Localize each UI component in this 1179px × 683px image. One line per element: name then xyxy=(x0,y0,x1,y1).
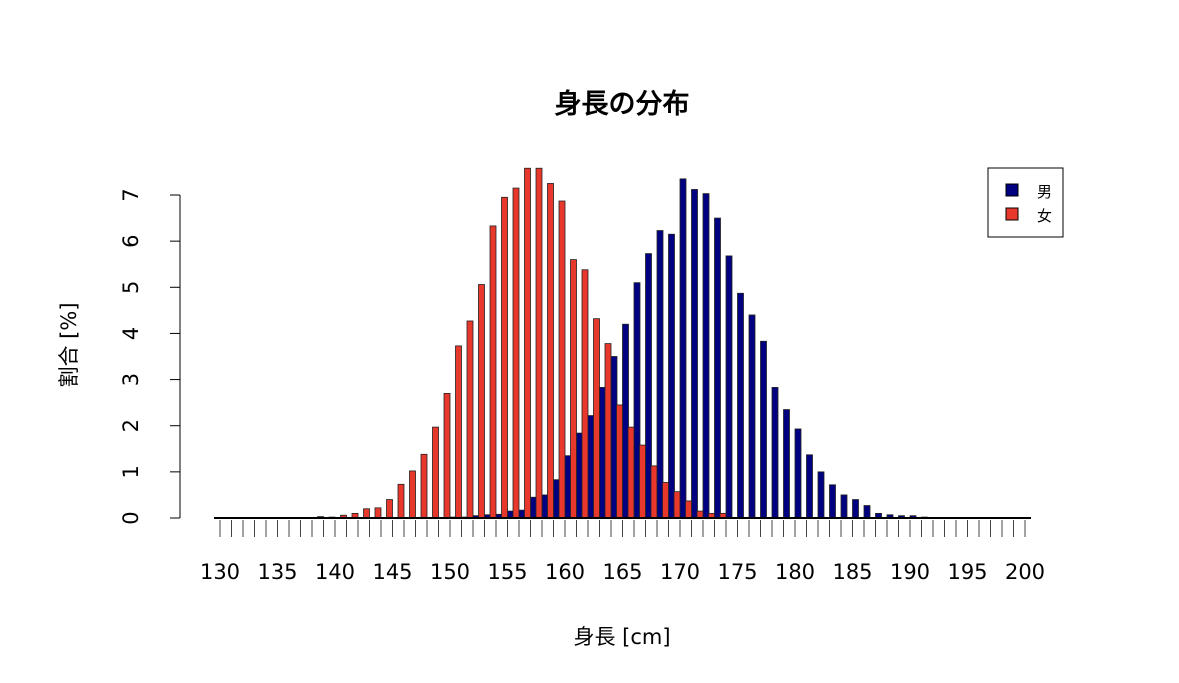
bar-male-156 xyxy=(518,509,526,519)
bar-male-174 xyxy=(725,255,733,519)
bar-female-151 xyxy=(455,345,462,519)
legend-label-female: 女 xyxy=(1037,207,1052,225)
bar-male-169 xyxy=(668,233,675,519)
legend-swatch-female xyxy=(1005,207,1019,221)
bar-female-155 xyxy=(501,196,508,519)
bar-female-172 xyxy=(696,510,704,519)
bar-female-165 xyxy=(616,404,623,519)
bar-male-171 xyxy=(691,189,698,519)
bar-female-168 xyxy=(650,465,658,519)
x-tick-label: 150 xyxy=(430,560,470,584)
bar-male-176 xyxy=(748,314,756,519)
y-tick-label: 2 xyxy=(119,419,143,432)
bar-female-154 xyxy=(489,225,497,519)
y-tick-label: 0 xyxy=(119,511,143,524)
x-tick-label: 130 xyxy=(200,560,240,584)
bar-female-156 xyxy=(512,187,520,519)
bar-male-163 xyxy=(599,387,606,519)
x-tick-label: 160 xyxy=(545,560,585,584)
bar-male-168 xyxy=(656,230,664,519)
y-tick-label: 1 xyxy=(119,465,143,478)
bar-male-184 xyxy=(840,494,848,519)
x-tick-label: 140 xyxy=(315,560,355,584)
bar-male-181 xyxy=(806,454,813,519)
bar-male-183 xyxy=(829,484,836,519)
bars xyxy=(271,167,928,519)
legend: 男 女 xyxy=(987,167,1064,238)
bar-male-175 xyxy=(737,292,744,519)
bar-female-158 xyxy=(535,167,543,519)
bar-female-153 xyxy=(478,284,485,519)
x-tick-label: 175 xyxy=(717,560,757,584)
bar-female-160 xyxy=(558,200,566,519)
bar-male-185 xyxy=(852,499,859,519)
bar-male-165 xyxy=(622,323,629,519)
legend-box xyxy=(987,167,1064,238)
x-tick-label: 180 xyxy=(775,560,815,584)
bar-male-155 xyxy=(507,510,514,519)
bar-female-159 xyxy=(547,183,554,519)
x-tick-label: 190 xyxy=(890,560,930,584)
y-tick-label: 7 xyxy=(119,188,143,201)
x-tick-label: 185 xyxy=(832,560,872,584)
bar-female-157 xyxy=(524,167,531,519)
legend-label-male: 男 xyxy=(1037,183,1052,201)
bar-male-158 xyxy=(541,494,549,519)
bar-male-159 xyxy=(553,479,560,519)
x-tick-label: 195 xyxy=(947,560,987,584)
bar-female-148 xyxy=(420,453,428,519)
bar-male-167 xyxy=(645,253,652,519)
bar-female-150 xyxy=(443,393,451,519)
y-tick-label: 3 xyxy=(119,373,143,386)
bar-male-186 xyxy=(863,505,871,519)
bar-male-173 xyxy=(714,217,721,519)
bar-female-149 xyxy=(432,426,439,519)
bar-female-147 xyxy=(409,470,416,519)
bar-male-179 xyxy=(783,409,790,519)
legend-swatch-male xyxy=(1005,183,1019,197)
bar-female-152 xyxy=(466,320,474,519)
x-tick-label: 200 xyxy=(1005,560,1045,584)
bar-male-182 xyxy=(817,471,825,519)
bar-female-164 xyxy=(604,343,612,519)
bar-male-161 xyxy=(576,432,583,519)
bar-male-162 xyxy=(587,415,595,519)
bar-female-166 xyxy=(627,426,635,519)
y-tick-label: 4 xyxy=(119,327,143,340)
bar-female-170 xyxy=(673,491,681,519)
y-axis-label: 割合 [%] xyxy=(57,302,81,387)
bar-female-144 xyxy=(374,507,382,519)
bar-female-169 xyxy=(662,482,669,519)
x-tick-label: 145 xyxy=(372,560,412,584)
x-tick-label: 135 xyxy=(257,560,297,584)
chart-title: 身長の分布 xyxy=(555,88,690,120)
bar-female-145 xyxy=(386,499,393,519)
bar-male-164 xyxy=(610,356,618,519)
x-tick-label: 165 xyxy=(602,560,642,584)
x-tick-label: 155 xyxy=(487,560,527,584)
bar-male-180 xyxy=(794,428,802,519)
bar-male-172 xyxy=(702,193,710,519)
bar-male-170 xyxy=(679,178,687,519)
bar-male-160 xyxy=(564,455,572,519)
bar-female-146 xyxy=(397,483,405,519)
bar-male-166 xyxy=(633,282,641,519)
y-tick-label: 5 xyxy=(119,281,143,294)
x-axis: 130 135 140 145 150 155 160 165 170 175 180 185 190 1… xyxy=(200,517,1045,584)
bar-female-162 xyxy=(581,269,589,519)
bar-male-178 xyxy=(771,387,779,519)
x-axis-label: 身長 [cm] xyxy=(573,625,670,649)
y-tick-label: 6 xyxy=(119,234,143,247)
bar-male-157 xyxy=(530,496,537,519)
bar-female-161 xyxy=(570,259,577,519)
x-tick-label: 170 xyxy=(660,560,700,584)
bar-female-163 xyxy=(593,318,600,519)
y-axis: 0 1 2 3 4 5 6 7 xyxy=(119,188,181,525)
bar-female-143 xyxy=(363,508,370,519)
bar-female-171 xyxy=(685,500,692,519)
bar-male-177 xyxy=(760,340,767,519)
bar-female-167 xyxy=(639,444,646,519)
